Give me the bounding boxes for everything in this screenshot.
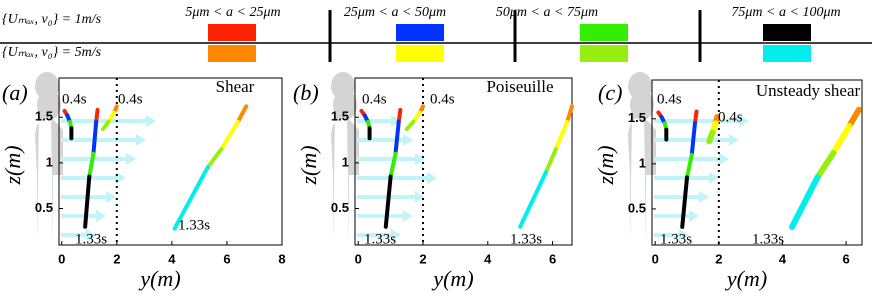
y-tick-label: 1	[639, 155, 646, 170]
legend-swatch	[580, 45, 628, 62]
y-axis-label: z(m)	[296, 145, 321, 185]
x-axis-label: y(m)	[431, 266, 473, 291]
legend-column-label: 50μm < a < 75μm	[496, 5, 598, 20]
y-tick-label: 1.5	[331, 109, 349, 124]
x-tick-label: 2	[715, 251, 722, 266]
x-tick-label: 8	[278, 251, 285, 266]
legend-swatch	[208, 24, 256, 41]
y-tick-label: 1	[342, 154, 349, 169]
trajectory	[407, 122, 556, 172]
time-annotation: 0.4s	[362, 91, 387, 107]
y-tick-label: 1	[46, 154, 53, 169]
x-tick-label: 2	[113, 251, 120, 266]
trajectory	[792, 177, 817, 227]
time-annotation: 0.4s	[430, 91, 455, 107]
trajectory	[420, 106, 572, 122]
time-annotation: 0.4s	[62, 91, 87, 107]
y-tick-label: 0.5	[35, 200, 53, 215]
legend-swatch	[763, 24, 811, 41]
trajectory	[520, 172, 546, 227]
flow-arrow-head	[106, 191, 116, 203]
flow-arrow-head	[146, 115, 156, 127]
legend-swatch	[580, 24, 628, 41]
panel-title: Poiseuille	[486, 77, 553, 96]
x-tick-label: 6	[842, 251, 849, 266]
x-tick-label: 0	[355, 251, 362, 266]
x-tick-label: 0	[58, 251, 65, 266]
y-tick-label: 0.5	[628, 200, 646, 215]
flow-arrow-head	[403, 210, 413, 222]
flow-arrow-head	[403, 134, 413, 146]
y-tick-label: 1.5	[628, 110, 646, 125]
legend-row-label: {Uₘₐₓ, v₀} = 5m/s	[2, 45, 102, 60]
flow-arrow-head	[699, 191, 709, 203]
y-tick-label: 1.5	[35, 109, 53, 124]
panel-title: Unsteady shear	[756, 81, 861, 100]
panel-label: (b)	[293, 80, 319, 105]
x-tick-label: 4	[484, 251, 492, 266]
time-annotation: 1.33s	[660, 231, 692, 247]
trajectory	[70, 122, 93, 177]
legend-swatch	[396, 45, 444, 62]
panel-label: (a)	[2, 80, 28, 105]
trajectory	[665, 123, 692, 177]
flow-arrow-head	[729, 134, 739, 146]
trajectory	[413, 113, 567, 150]
flow-arrow-head	[427, 172, 437, 184]
x-tick-label: 2	[419, 251, 426, 266]
legend-swatch	[208, 45, 256, 62]
time-annotation: 0.4s	[718, 109, 743, 125]
y-tick-label: 0.5	[331, 200, 349, 215]
legend-column-label: 5μm < a < 25μm	[185, 5, 280, 20]
time-annotation: 1.33s	[510, 231, 542, 247]
y-axis-label: z(m)	[593, 145, 618, 185]
x-tick-label: 6	[223, 251, 230, 266]
x-tick-label: 4	[168, 251, 176, 266]
flow-arrow-head	[136, 134, 146, 146]
y-axis-label: z(m)	[0, 145, 25, 185]
legend-swatch	[763, 45, 811, 62]
legend-column-label: 75μm < a < 100μm	[731, 5, 840, 20]
legend-row-label: {Uₘₐₓ, v₀} = 1m/s	[2, 12, 102, 27]
trajectory	[109, 113, 238, 150]
flow-arrow-head	[126, 153, 136, 165]
flow-arrow-head	[116, 172, 126, 184]
legend-swatch	[396, 24, 444, 41]
flow-arrow-head	[689, 210, 699, 222]
x-tick-label: 6	[549, 251, 556, 266]
legend-column-label: 25μm < a < 50μm	[344, 5, 446, 20]
time-annotation: 1.33s	[178, 217, 210, 233]
x-axis-label: y(m)	[138, 266, 180, 291]
time-annotation: 0.4s	[118, 91, 143, 107]
x-tick-label: 4	[779, 251, 787, 266]
flow-arrow-head	[709, 172, 719, 184]
panel-title: Shear	[216, 77, 255, 96]
trajectory	[368, 122, 396, 177]
flow-arrow-head	[719, 153, 729, 165]
panel-label: (c)	[598, 80, 622, 105]
x-axis-label: y(m)	[725, 266, 767, 291]
x-tick-label: 0	[652, 251, 659, 266]
time-annotation: 1.33s	[364, 231, 396, 247]
time-annotation: 1.33s	[752, 231, 784, 247]
time-annotation: 1.33s	[75, 231, 107, 247]
time-annotation: 0.4s	[657, 91, 682, 107]
flow-arrow-head	[96, 210, 106, 222]
